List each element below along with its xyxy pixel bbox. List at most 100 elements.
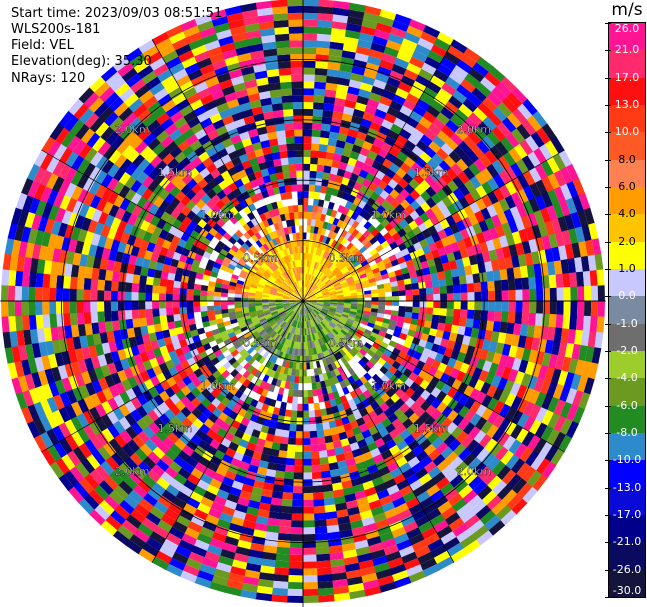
velocity-cell <box>544 220 556 236</box>
velocity-cell <box>305 253 309 261</box>
velocity-cell <box>506 267 515 280</box>
velocity-cell <box>411 145 425 158</box>
velocity-cell <box>485 350 496 363</box>
velocity-cell <box>274 560 290 569</box>
velocity-cell <box>220 296 228 301</box>
velocity-cell <box>335 309 343 314</box>
velocity-cell <box>316 298 324 301</box>
velocity-cell <box>309 298 317 301</box>
velocity-cell <box>97 300 105 312</box>
velocity-cell <box>336 272 344 279</box>
velocity-cell <box>351 257 359 265</box>
velocity-cell <box>487 111 503 127</box>
velocity-cell <box>359 208 368 218</box>
velocity-cell <box>145 308 153 318</box>
velocity-cell <box>309 297 317 300</box>
velocity-cell <box>313 191 321 200</box>
velocity-cell <box>446 340 456 351</box>
velocity-cell <box>328 216 336 225</box>
velocity-cell <box>411 256 421 266</box>
velocity-cell <box>508 244 518 258</box>
velocity-cell <box>287 568 303 576</box>
velocity-cell <box>582 315 591 332</box>
velocity-cell <box>389 162 401 174</box>
velocity-cell <box>132 317 141 328</box>
velocity-cell <box>509 206 522 221</box>
velocity-cell <box>501 117 517 134</box>
velocity-cell <box>471 144 485 159</box>
velocity-cell <box>479 241 489 254</box>
velocity-cell <box>487 280 495 292</box>
velocity-cell <box>396 151 409 163</box>
velocity-cell <box>335 270 342 277</box>
velocity-cell <box>450 163 464 177</box>
velocity-cell <box>272 484 284 493</box>
velocity-cell <box>138 283 146 293</box>
velocity-cell <box>584 346 595 364</box>
velocity-cell <box>304 266 307 274</box>
velocity-cell <box>315 553 331 562</box>
velocity-cell <box>111 319 120 332</box>
velocity-cell <box>392 94 407 106</box>
velocity-cell <box>364 156 375 167</box>
velocity-cell <box>472 107 488 122</box>
velocity-cell <box>361 75 376 86</box>
velocity-cell <box>302 465 312 473</box>
velocity-cell <box>403 69 419 82</box>
velocity-cell <box>330 301 338 303</box>
velocity-cell <box>320 228 327 236</box>
velocity-cell <box>402 272 411 280</box>
velocity-cell <box>411 312 419 320</box>
velocity-cell <box>360 25 377 36</box>
velocity-cell <box>312 499 325 507</box>
velocity-cell <box>472 126 488 141</box>
velocity-cell <box>302 376 308 384</box>
velocity-cell <box>302 417 310 425</box>
velocity-cell <box>316 301 324 304</box>
velocity-cell <box>124 291 132 301</box>
velocity-cell <box>384 287 392 293</box>
velocity-cell <box>474 210 485 224</box>
velocity-cell <box>521 240 532 255</box>
velocity-cell <box>555 314 564 329</box>
velocity-cell <box>577 286 585 302</box>
velocity-cell <box>384 333 393 341</box>
velocity-cell <box>345 276 354 282</box>
velocity-cell <box>315 270 321 278</box>
velocity-cell <box>501 366 512 381</box>
velocity-cell <box>312 269 317 276</box>
velocity-cell <box>303 81 316 89</box>
velocity-cell <box>386 76 402 89</box>
velocity-cell <box>307 281 311 289</box>
velocity-cell <box>419 93 435 106</box>
velocity-cell <box>308 403 315 411</box>
velocity-cell <box>324 279 331 285</box>
velocity-cell <box>337 302 345 306</box>
velocity-cell <box>337 253 345 261</box>
velocity-cell <box>345 135 357 145</box>
velocity-cell <box>309 303 317 306</box>
velocity-cell <box>303 204 309 212</box>
velocity-cell <box>337 296 345 300</box>
velocity-cell <box>316 33 332 42</box>
velocity-cell <box>166 314 175 323</box>
velocity-cell <box>321 179 329 187</box>
velocity-cell <box>302 479 313 487</box>
velocity-cell <box>325 260 332 268</box>
velocity-cell <box>552 202 565 219</box>
velocity-cell <box>337 298 345 302</box>
velocity-cell <box>386 236 396 246</box>
velocity-cell <box>308 410 316 418</box>
velocity-cell <box>275 546 291 555</box>
velocity-cell <box>193 306 201 313</box>
velocity-cell <box>505 356 516 370</box>
velocity-cell <box>544 366 555 383</box>
velocity-cell <box>387 271 396 279</box>
velocity-cell <box>315 305 323 310</box>
velocity-cell <box>475 171 488 186</box>
velocity-cell <box>589 316 598 333</box>
velocity-cell <box>360 118 373 129</box>
velocity-cell <box>317 13 334 22</box>
velocity-cell <box>311 284 316 291</box>
velocity-cell <box>344 99 357 109</box>
